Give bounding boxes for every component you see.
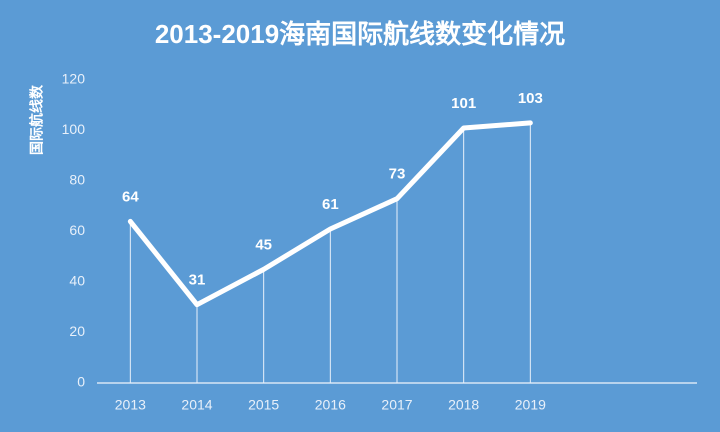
- data-label: 61: [322, 196, 339, 213]
- x-tick-label: 2017: [381, 397, 412, 413]
- x-tick-label: 2014: [181, 397, 212, 413]
- y-tick-label: 80: [69, 172, 85, 188]
- data-label: 73: [389, 166, 406, 183]
- chart-title: 2013-2019海南国际航线数变化情况: [155, 19, 565, 49]
- y-tick-label: 40: [69, 273, 85, 289]
- y-axis-label: 国际航线数: [29, 84, 45, 155]
- y-tick-label: 100: [62, 121, 86, 137]
- y-tick-label: 120: [62, 71, 86, 87]
- x-tick-label: 2018: [448, 397, 479, 413]
- x-tick-label: 2019: [515, 397, 546, 413]
- x-tick-label: 2013: [115, 397, 146, 413]
- data-label: 31: [189, 272, 206, 289]
- data-label: 101: [451, 95, 476, 112]
- y-tick-label: 0: [77, 374, 85, 390]
- y-tick-label: 20: [69, 323, 85, 339]
- data-line: [127, 120, 533, 308]
- y-tick-label: 60: [69, 222, 85, 238]
- x-tick-label: 2016: [315, 397, 346, 413]
- data-label: 103: [518, 90, 543, 107]
- data-label: 64: [122, 188, 139, 205]
- data-label: 45: [255, 236, 272, 253]
- x-tick-label: 2015: [248, 397, 279, 413]
